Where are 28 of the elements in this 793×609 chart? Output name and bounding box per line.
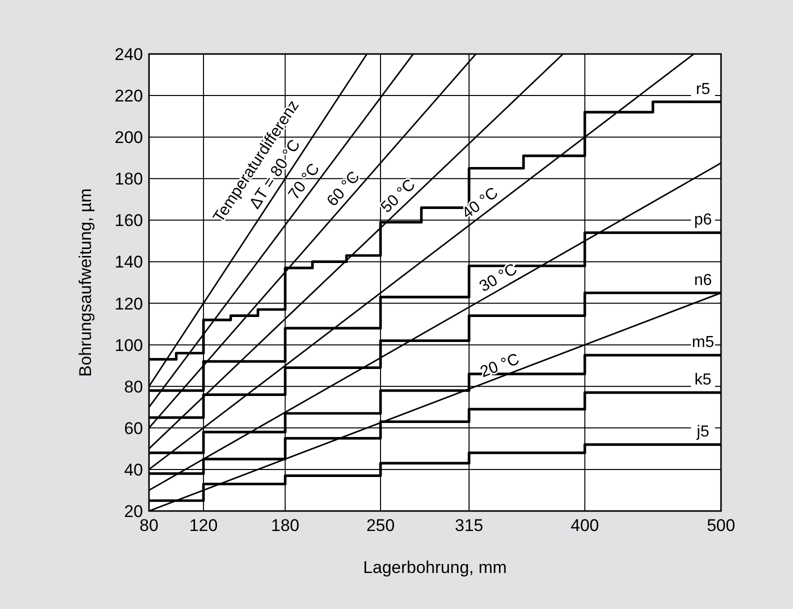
series-label: j5 [696,424,710,441]
y-axis-title: Bohrungsaufweitung, µm [76,188,95,377]
x-tick-label: 120 [189,516,218,535]
y-tick-label: 200 [114,128,143,148]
series-label: m5 [692,334,714,352]
y-tick-label: 240 [114,45,143,64]
series-label: r5 [696,80,710,98]
series-label: n6 [694,272,712,289]
y-tick-label: 220 [114,86,143,106]
x-tick-label: 250 [366,516,395,535]
x-tick-label: 500 [706,516,736,535]
x-tick-label: 80 [140,516,158,535]
x-tick-label: 180 [271,516,300,535]
x-tick-label: 400 [570,516,599,535]
y-tick-label: 60 [124,418,143,438]
y-tick-label: 160 [114,211,143,230]
y-tick-label: 140 [114,252,143,272]
x-tick-label: 315 [454,516,484,535]
y-tick-label: 180 [114,170,143,189]
series-label: p6 [694,212,712,229]
series-label: k5 [694,372,712,389]
x-axis-title: Lagerbohrung, mm [363,558,507,577]
y-tick-label: 80 [124,377,143,396]
y-tick-label: 100 [114,336,143,355]
text: 60 °C [324,168,364,210]
y-tick-label: 120 [114,294,143,314]
text: 50 °C [378,176,419,216]
y-tick-label: 40 [124,460,143,480]
